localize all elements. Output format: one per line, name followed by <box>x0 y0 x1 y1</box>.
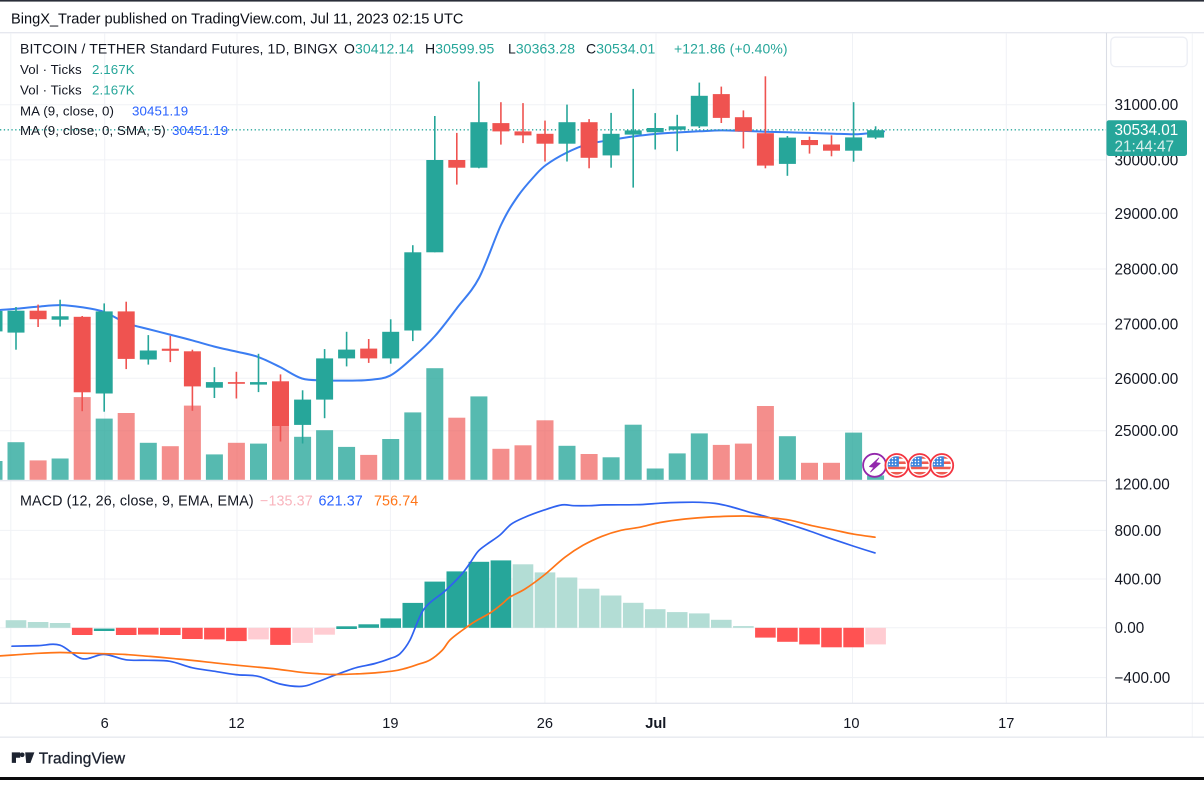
svg-text:BITCOIN / TETHER Standard Futu: BITCOIN / TETHER Standard Futures, 1D, B… <box>20 41 788 57</box>
svg-text:17: 17 <box>998 716 1014 732</box>
svg-text:19: 19 <box>382 716 398 732</box>
svg-text:400.00: 400.00 <box>1115 572 1162 589</box>
svg-text:MA (9, close, 0, SMA, 5)30451.: MA (9, close, 0, SMA, 5) 30451.19 <box>20 123 228 138</box>
svg-text:TradingView: TradingView <box>39 750 126 767</box>
svg-text:26000.00: 26000.00 <box>1115 371 1179 388</box>
svg-text:10: 10 <box>843 716 859 732</box>
svg-text:12: 12 <box>228 716 244 732</box>
svg-text:6: 6 <box>101 716 109 732</box>
svg-text:−400.00: −400.00 <box>1115 670 1171 687</box>
svg-text:31000.00: 31000.00 <box>1115 97 1179 114</box>
svg-text:29000.00: 29000.00 <box>1115 206 1179 223</box>
svg-text:Jul: Jul <box>645 716 666 732</box>
svg-text:800.00: 800.00 <box>1115 523 1162 540</box>
svg-text:21:44:47: 21:44:47 <box>1115 139 1175 156</box>
svg-text:MA (9, close, 0)30451.19: MA (9, close, 0) 30451.19 <box>20 103 188 118</box>
svg-text:25000.00: 25000.00 <box>1115 423 1179 440</box>
svg-text:0.00: 0.00 <box>1115 620 1145 637</box>
svg-text:30534.01: 30534.01 <box>1115 122 1179 139</box>
svg-text:BingX_Trader published on Trad: BingX_Trader published on TradingView.co… <box>11 12 463 28</box>
svg-text:30000.00: 30000.00 <box>1115 152 1179 169</box>
svg-text:MACD (12, 26, close, 9, EMA, E: MACD (12, 26, close, 9, EMA, EMA) −135.37… <box>20 494 418 510</box>
svg-text:27000.00: 27000.00 <box>1115 317 1179 334</box>
svg-text:1200.00: 1200.00 <box>1115 476 1170 493</box>
svg-text:26: 26 <box>537 716 553 732</box>
svg-text:28000.00: 28000.00 <box>1115 262 1179 279</box>
